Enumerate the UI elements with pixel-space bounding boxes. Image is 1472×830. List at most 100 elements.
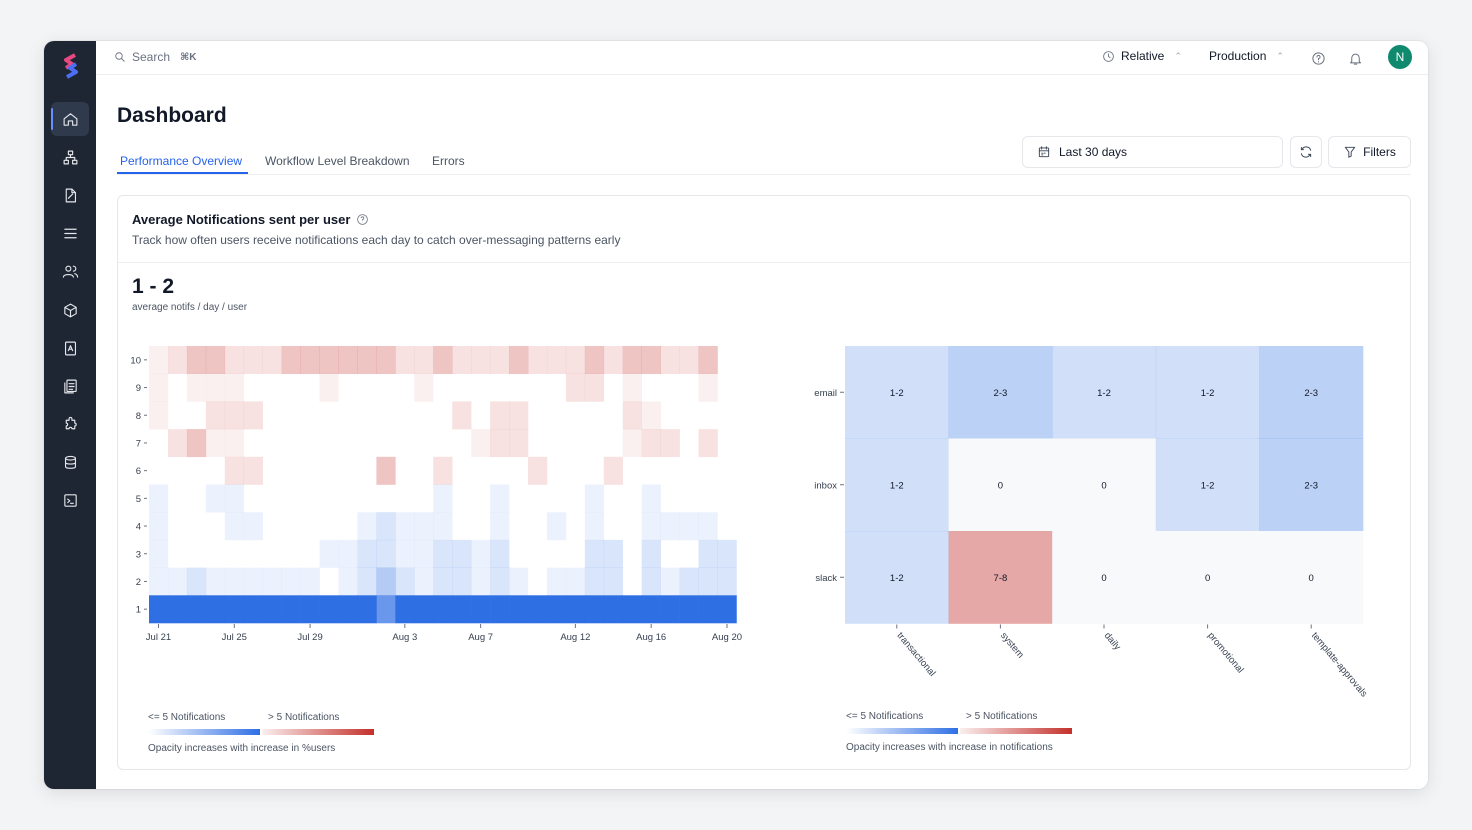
heatmap-cell	[679, 595, 699, 624]
heatmap-cell	[698, 567, 718, 596]
heatmap-cell	[186, 595, 207, 624]
heatmap-cell	[205, 373, 226, 402]
heatmap-cell	[509, 595, 529, 624]
heatmap-cell	[622, 429, 642, 458]
heatmap-cell	[584, 373, 605, 402]
heatmap-cell	[622, 373, 642, 402]
time-mode-label: Relative	[1121, 49, 1165, 63]
heatmap-cell	[679, 567, 699, 596]
heatmap-cell	[357, 539, 377, 568]
metric-value: 1 - 2	[132, 275, 175, 298]
cell-label: 0	[1101, 480, 1106, 491]
heatmap-cell	[414, 512, 434, 541]
app-logo[interactable]	[60, 53, 82, 79]
tab-errors[interactable]: Errors	[432, 154, 465, 168]
heatmap-cell	[205, 484, 226, 513]
list-icon	[63, 228, 77, 238]
heatmap-cell	[376, 539, 396, 568]
search-shortcut: ⌘K	[180, 51, 197, 63]
cell-label: 0	[1205, 573, 1210, 584]
legend-red-gradient	[960, 728, 1072, 734]
heatmap-cell	[641, 567, 661, 596]
heatmap-cell	[319, 346, 339, 374]
y-tick-label: email	[814, 388, 837, 399]
heatmap-cell	[452, 346, 472, 374]
nav-integrations[interactable]	[51, 407, 89, 441]
nav-home[interactable]	[51, 102, 89, 136]
heatmap-cell	[528, 346, 548, 374]
nav-users[interactable]	[51, 254, 89, 288]
heatmap-cell	[471, 346, 491, 374]
heatmap-cell	[660, 595, 680, 624]
cell-label: 1-2	[890, 480, 904, 491]
cell-label: 1-2	[1201, 388, 1215, 399]
heatmap-cell	[528, 456, 548, 485]
notifications-button[interactable]	[1346, 49, 1364, 67]
nav-reports[interactable]	[51, 369, 89, 403]
nav-logs[interactable]	[51, 216, 89, 250]
cell-label: 0	[1101, 573, 1106, 584]
heatmap-cell	[243, 346, 263, 374]
heatmap-cell	[376, 346, 396, 374]
search-bar[interactable]: Search ⌘K	[114, 50, 197, 64]
environment-select[interactable]: Production ⌃	[1209, 49, 1284, 63]
filters-label: Filters	[1363, 145, 1396, 159]
sidebar	[44, 41, 96, 789]
refresh-icon	[1300, 146, 1312, 158]
heatmap-cell	[414, 595, 434, 624]
tab-workflow-level-breakdown[interactable]: Workflow Level Breakdown	[265, 154, 410, 168]
filters-button[interactable]: Filters	[1328, 136, 1411, 168]
heatmap-cell	[1259, 531, 1364, 624]
heatmap-cell	[660, 512, 680, 541]
help-icon[interactable]	[356, 213, 369, 226]
nav-terminal[interactable]	[51, 483, 89, 517]
heatmap-cell	[149, 539, 169, 568]
heatmap-cell	[205, 429, 226, 458]
heatmap-cell	[471, 567, 491, 596]
legend-high-label: > 5 Notifications	[966, 711, 1038, 722]
heatmap-cell	[243, 401, 263, 430]
heatmap-cell	[376, 456, 396, 485]
time-mode-select[interactable]: Relative ⌃	[1102, 49, 1182, 63]
heatmap-cell	[395, 512, 415, 541]
y-tick-label: inbox	[814, 480, 837, 491]
heatmap-legend-left: <= 5 Notifications > 5 Notifications Opa…	[148, 712, 478, 762]
nav-templates[interactable]	[51, 178, 89, 212]
channel-category-heatmap-chart: 1-2 2-3 1-2 1-2 2-3 1-2 0 0 1-2 2-3 1-2 7-8 0 0 0 email…	[814, 346, 1370, 700]
heatmap-cell	[149, 373, 169, 402]
heatmap-cell	[603, 346, 624, 374]
clock-icon	[1103, 50, 1114, 62]
heatmap-cell	[357, 512, 377, 541]
heatmap-cell	[224, 429, 245, 458]
nav-contacts[interactable]	[51, 331, 89, 365]
date-range-picker[interactable]: Last 30 days	[1022, 136, 1283, 168]
heatmap-cell	[300, 595, 320, 624]
heatmap-cell	[224, 567, 245, 596]
help-button[interactable]	[1309, 49, 1327, 67]
card-title: Average Notifications sent per user	[132, 212, 369, 227]
heatmap-cell	[205, 567, 226, 596]
y-tick-label: 1	[136, 605, 141, 616]
refresh-button[interactable]	[1290, 136, 1322, 168]
legend-high-label: > 5 Notifications	[268, 712, 340, 723]
nav-workflows[interactable]	[51, 140, 89, 174]
heatmap-cell	[1155, 438, 1260, 532]
x-tick-label: Aug 7	[468, 632, 493, 643]
heatmap-cell	[584, 512, 605, 541]
heatmap-cell	[262, 595, 282, 624]
heatmap-cell	[845, 438, 949, 532]
avatar[interactable]: N	[1388, 45, 1412, 69]
nav-database[interactable]	[51, 445, 89, 479]
x-tick-label: template-approvals	[1309, 630, 1370, 699]
heatmap-cell	[546, 595, 567, 624]
heatmap-cell	[414, 567, 434, 596]
nav-objects[interactable]	[51, 293, 89, 327]
heatmap-cell	[509, 346, 529, 374]
template-icon	[65, 188, 76, 202]
heatmap-cell	[584, 567, 605, 596]
legend-red-gradient	[262, 729, 374, 735]
contact-book-icon	[64, 341, 76, 355]
tab-performance-overview[interactable]: Performance Overview	[120, 154, 243, 168]
y-tick-label: 6	[136, 466, 141, 477]
heatmap-cell	[149, 512, 169, 541]
